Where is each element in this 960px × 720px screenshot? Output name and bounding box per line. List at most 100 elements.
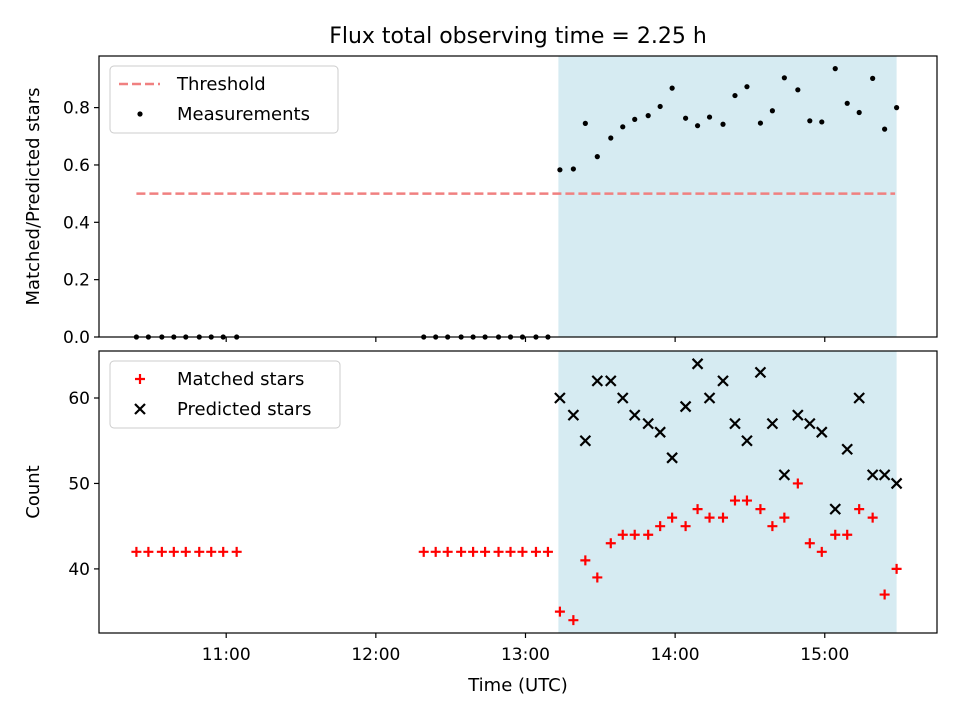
data-point-plus <box>580 555 591 566</box>
data-point-plus <box>206 546 217 557</box>
data-point-cross <box>741 434 753 447</box>
data-point-cross <box>554 392 566 404</box>
data-point-cross <box>766 417 779 430</box>
data-point-dot <box>632 116 638 122</box>
data-point-cross <box>616 392 629 404</box>
data-point-plus <box>629 529 640 540</box>
data-point-dot <box>557 167 563 173</box>
x-axis-label: Time (UTC) <box>467 675 568 696</box>
observing-span-count <box>558 351 897 633</box>
data-point-cross <box>841 443 853 456</box>
legend-swatch-cross <box>134 403 146 415</box>
data-point-cross <box>579 434 592 447</box>
data-point-dot <box>683 115 689 121</box>
data-point-plus <box>231 546 242 557</box>
data-point-cross <box>691 358 704 370</box>
legend-label: Measurements <box>177 104 310 125</box>
data-point-dot <box>706 114 713 120</box>
legend-ratio: Threshold Measurements <box>109 65 339 134</box>
y-tick-label: 0.2 <box>63 271 90 291</box>
data-point-plus <box>430 546 441 557</box>
data-point-plus <box>767 521 778 532</box>
data-point-plus <box>667 512 678 523</box>
data-point-plus <box>218 546 229 557</box>
data-point-cross <box>605 375 617 387</box>
y-tick-label: 0.8 <box>63 99 90 119</box>
y-tick-label: 60 <box>68 389 90 409</box>
legend-swatch-plus <box>135 374 145 384</box>
data-point-plus <box>854 504 865 515</box>
data-point-cross <box>567 409 580 421</box>
data-point-cross <box>890 477 903 490</box>
data-point-plus <box>779 512 790 523</box>
data-point-plus <box>143 546 154 557</box>
panel-count: 40 50 60 11:00 12:00 13:00 14:00 15:00 Count Matc… <box>23 350 938 665</box>
data-point-cross <box>866 469 879 481</box>
data-point-plus <box>879 589 890 600</box>
data-point-cross <box>628 409 641 421</box>
legend-label: Matched stars <box>177 369 304 390</box>
y-tick-label: 40 <box>68 560 90 580</box>
data-point-cross <box>792 409 804 421</box>
axes-frame-count <box>98 350 938 634</box>
data-point-dot <box>594 154 600 160</box>
data-point-cross <box>666 452 678 464</box>
data-point-cross <box>754 366 767 379</box>
data-point-plus <box>194 546 205 557</box>
data-point-plus <box>617 529 628 540</box>
data-point-dot <box>870 75 876 81</box>
data-point-plus <box>655 521 666 532</box>
data-point-dot <box>694 123 701 129</box>
data-point-dot <box>669 85 675 91</box>
y-tick-label: 0.0 <box>63 328 90 348</box>
data-point-dot <box>882 126 888 132</box>
data-point-cross <box>654 426 666 438</box>
data-point-plus <box>816 546 827 557</box>
data-point-cross <box>778 469 791 481</box>
data-point-plus <box>156 546 167 557</box>
data-point-dot <box>720 121 726 127</box>
data-point-cross <box>878 469 891 481</box>
data-point-plus <box>755 504 766 515</box>
data-point-dot <box>781 75 787 81</box>
series-measurements <box>133 66 900 340</box>
data-point-dot <box>819 119 825 125</box>
panel-ratio: 0.0 0.2 0.4 0.6 0.8 Matched/Predicted stars Th… <box>23 55 938 348</box>
data-point-plus <box>542 546 553 557</box>
data-point-plus <box>180 546 191 557</box>
legend-count: Matched stars Predicted stars <box>109 360 341 429</box>
data-point-plus <box>493 546 504 557</box>
data-point-plus <box>741 495 752 506</box>
data-point-dot <box>807 118 813 124</box>
data-point-dot <box>645 113 651 119</box>
legend-label: Predicted stars <box>177 399 311 420</box>
data-point-dot <box>757 120 764 126</box>
x-tick-label: 11:00 <box>202 645 251 665</box>
series-predicted-stars <box>554 358 903 515</box>
data-point-plus <box>830 529 841 540</box>
data-point-plus <box>718 512 729 523</box>
data-point-plus <box>692 504 703 515</box>
data-point-dot <box>582 120 588 126</box>
data-point-plus <box>729 495 740 506</box>
data-point-cross <box>729 417 741 430</box>
data-point-dot <box>795 87 801 93</box>
data-point-cross <box>717 375 729 387</box>
data-point-cross <box>679 400 692 413</box>
data-point-plus <box>592 572 603 583</box>
data-point-dot <box>744 84 750 90</box>
data-point-dot <box>570 166 576 172</box>
y-tick-label: 50 <box>68 474 90 494</box>
data-point-plus <box>804 538 815 549</box>
data-point-plus <box>505 546 516 557</box>
y-axis-label: Matched/Predicted stars <box>23 88 44 306</box>
data-point-dot <box>657 103 663 110</box>
data-point-plus <box>554 606 565 617</box>
data-point-plus <box>891 563 902 574</box>
axes-frame-ratio <box>98 55 938 338</box>
y-tick-label: 0.4 <box>63 213 90 233</box>
data-point-plus <box>643 529 654 540</box>
data-point-plus <box>517 546 528 557</box>
data-point-plus <box>480 546 491 557</box>
data-point-cross <box>853 392 865 404</box>
